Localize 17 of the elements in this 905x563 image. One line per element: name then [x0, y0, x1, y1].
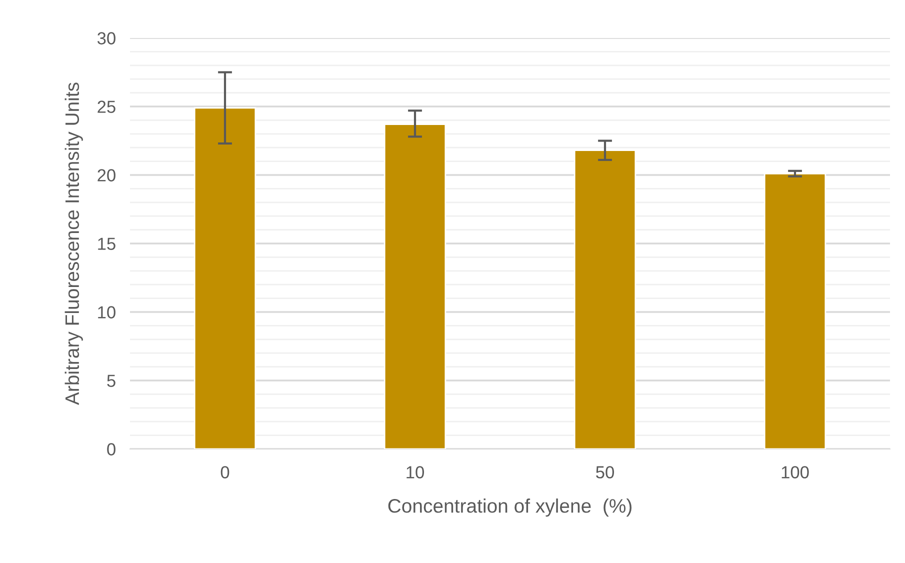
x-tick-label: 100 — [782, 466, 809, 478]
x-tick-label: 10 — [406, 466, 424, 478]
bar — [384, 124, 446, 449]
bar — [764, 172, 826, 449]
x-tick-label: 50 — [596, 466, 614, 478]
bar — [194, 107, 256, 449]
y-tick-label: 25 — [98, 100, 116, 113]
y-tick-label: 15 — [98, 238, 116, 250]
y-tick-label: 10 — [98, 306, 116, 318]
y-tick-label: 20 — [98, 169, 116, 182]
x-axis-title: Concentration of xylene (%) — [388, 498, 632, 517]
y-tick-label: 0 — [107, 443, 116, 456]
y-tick-label: 30 — [97, 32, 116, 44]
x-tick-label: 0 — [220, 466, 230, 478]
y-axis-title: Arbitrary Fluorescence Intensity Units — [64, 82, 83, 406]
y-tick-label: 5 — [107, 374, 116, 387]
bar — [574, 150, 636, 449]
